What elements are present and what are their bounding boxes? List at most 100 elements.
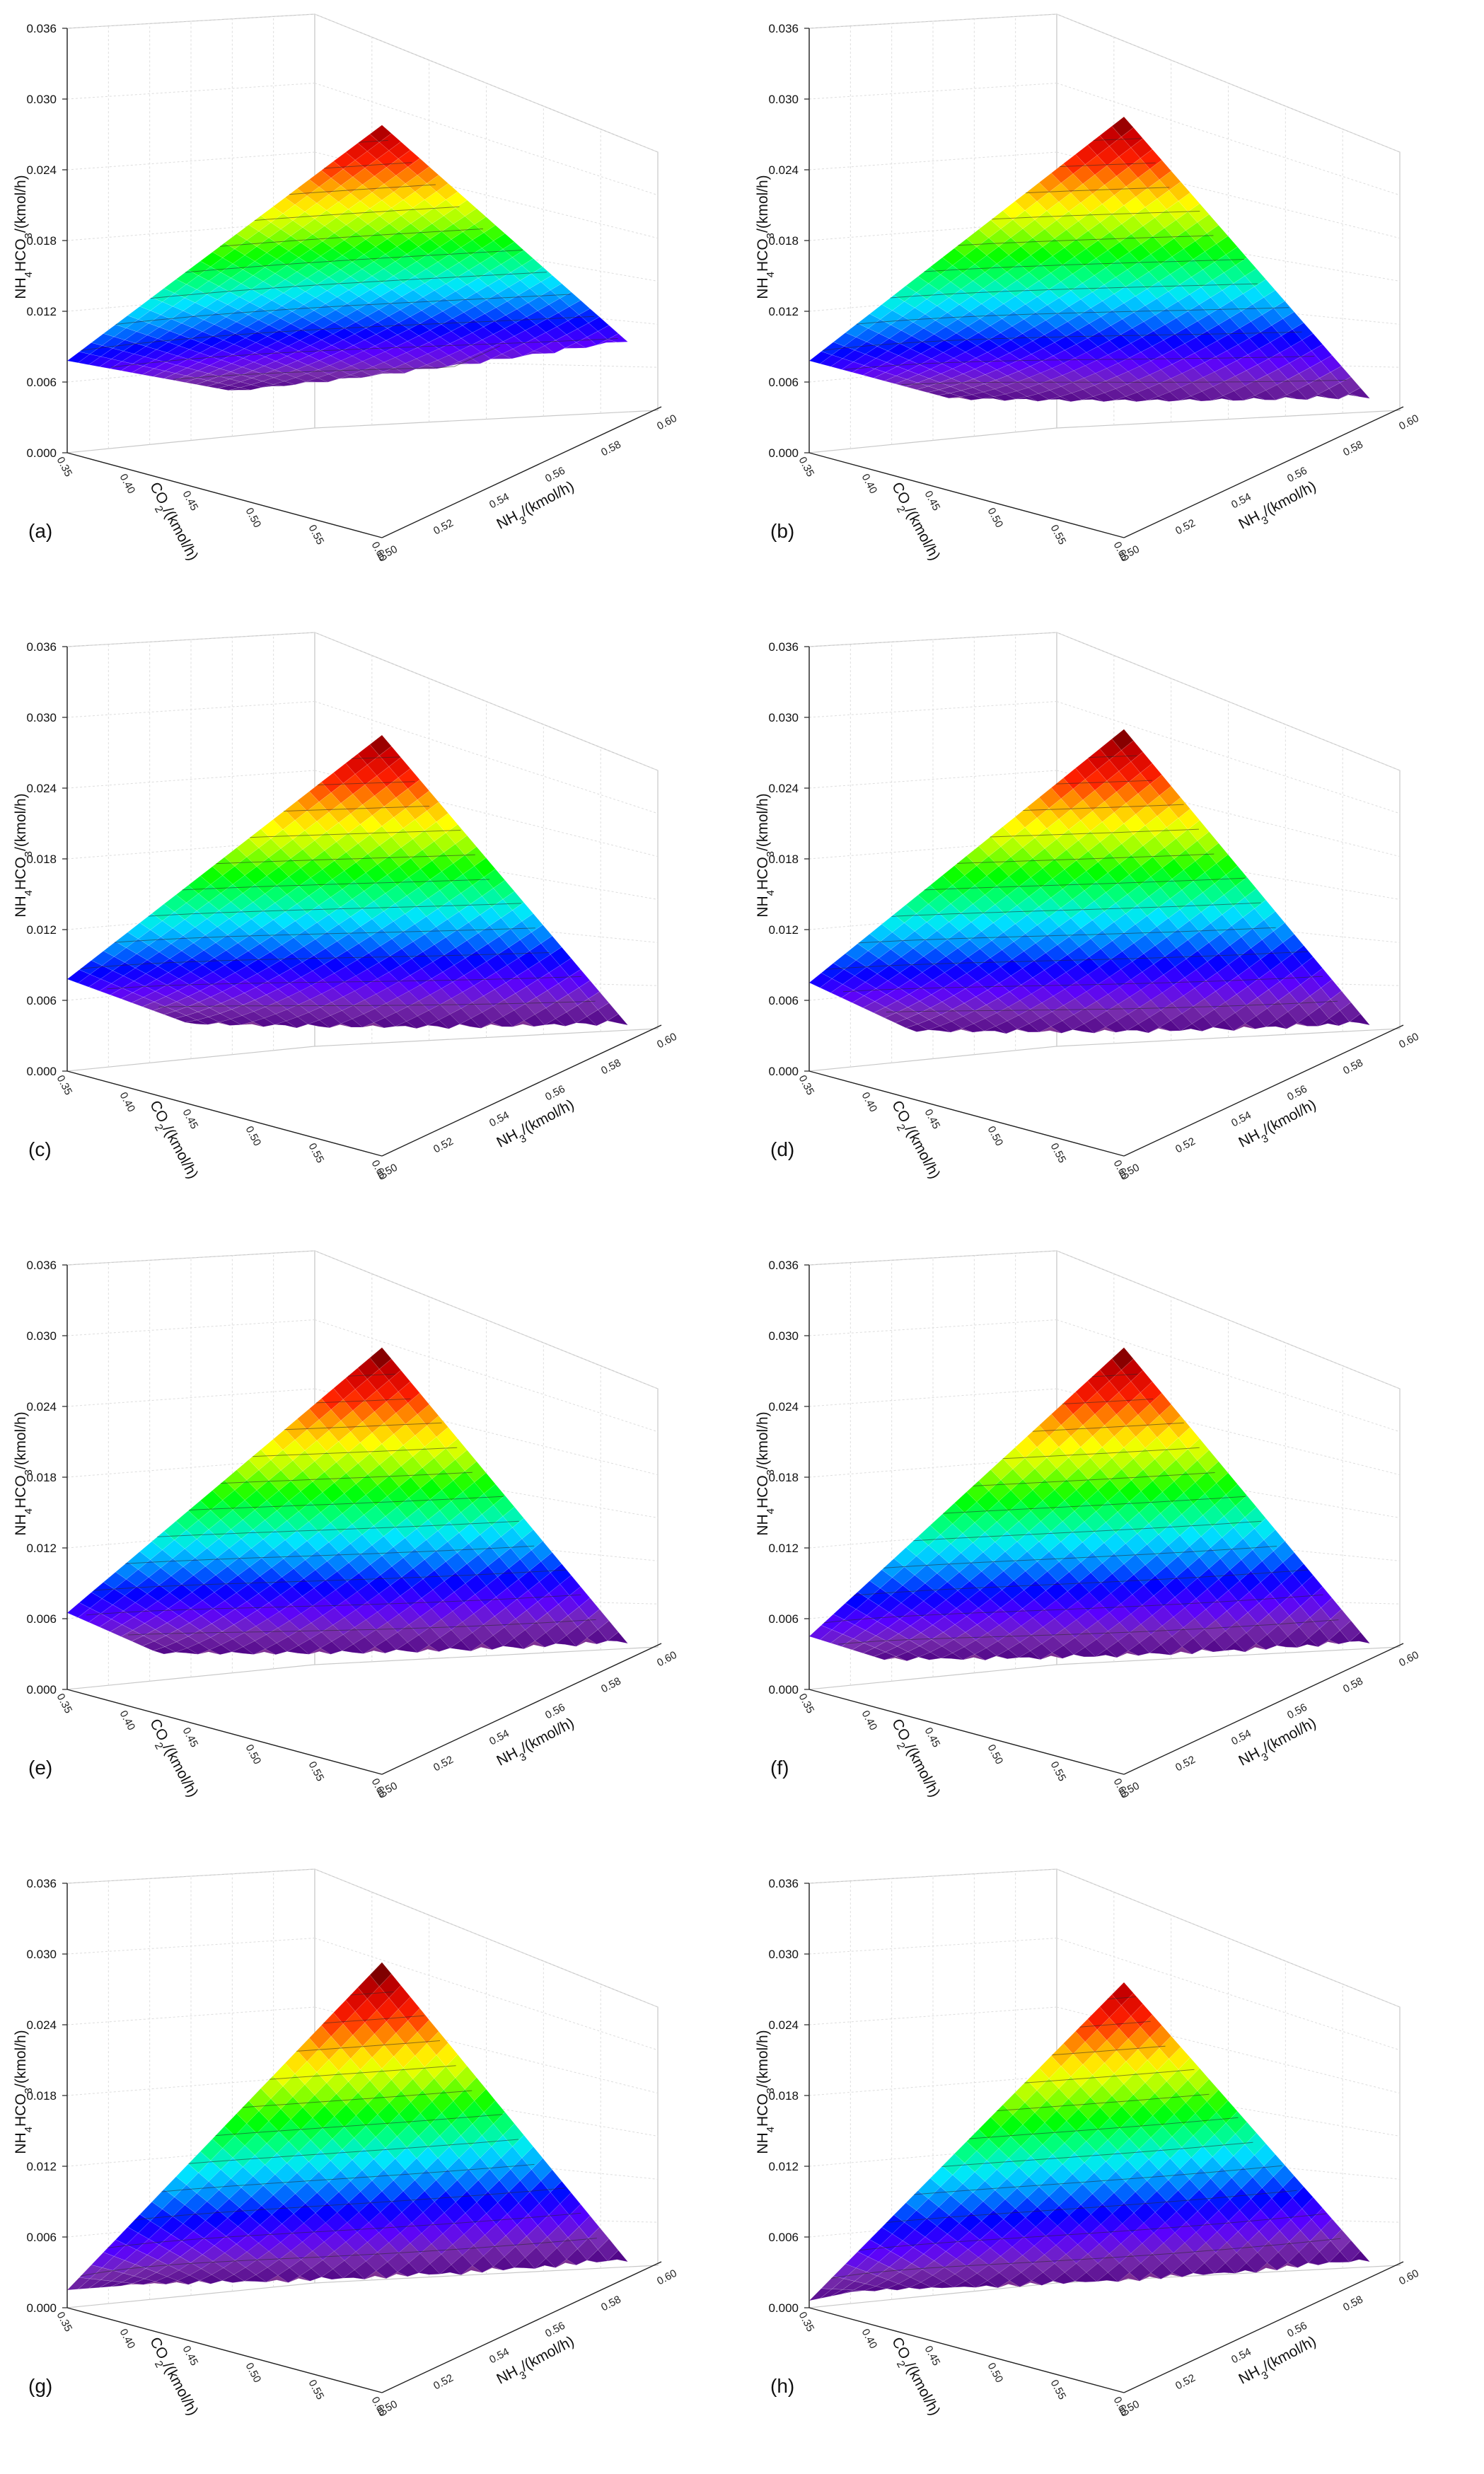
surface-panel: 0.000 0.006 0.012 0.018 0.024 0.030 0.036 0.35 0… [0, 1237, 742, 1855]
z-tick-label: 0.018 [768, 1471, 799, 1484]
contour-line [81, 2238, 597, 2277]
contour-line [854, 1569, 1309, 1596]
surface-cell [1349, 387, 1371, 399]
x-tick-label: 0.45 [922, 489, 943, 513]
surface-cell [569, 1586, 591, 1607]
surface-cell [369, 1962, 392, 1987]
x-tick-label: 0.35 [54, 455, 75, 479]
z-tick-label: 0.012 [26, 305, 57, 318]
surface-cell [1140, 149, 1162, 170]
x-tick-label: 0.45 [922, 1107, 943, 1131]
z-tick-label: 0.018 [26, 234, 57, 248]
surface-cell [1159, 1404, 1181, 1427]
x-tick-label: 0.35 [796, 1692, 817, 1716]
z-tick-label: 0.024 [26, 2018, 57, 2032]
contour-line [114, 927, 535, 943]
x-tick-label: 0.55 [306, 1759, 327, 1784]
contour-line [824, 1594, 1323, 1624]
y-axis-label: NH3/(kmol/h) [1236, 478, 1321, 537]
z-tick-label: 0.024 [26, 1400, 57, 1414]
z-tick-label: 0.036 [768, 640, 799, 654]
contour-line [81, 952, 550, 969]
x-tick-label: 0.50 [243, 506, 264, 530]
contour-line [148, 903, 521, 917]
surface-plot: 0.0000.0060.0120.0180.0240.0300.0360.350… [13, 1250, 679, 1800]
surface-cell [1188, 820, 1210, 841]
z-tick-label: 0.030 [768, 711, 799, 724]
contour-line [359, 139, 388, 143]
contour-line [108, 2212, 581, 2248]
y-tick-label: 0.54 [1229, 1728, 1253, 1748]
contour-line [886, 1000, 1338, 1012]
contour-line [93, 1569, 566, 1591]
surface-cell [398, 768, 420, 790]
surface-cell [521, 2146, 543, 2170]
contour-line [992, 211, 1200, 220]
surface-cell [1254, 899, 1276, 920]
surface-cell [427, 175, 449, 192]
surface-panel: 0.000 0.006 0.012 0.018 0.024 0.030 0.036 0.35 0… [0, 1855, 742, 2473]
x-tick-label: 0.45 [180, 1726, 201, 1750]
surface-cell [436, 2042, 458, 2067]
x-tick-label: 0.40 [859, 472, 880, 496]
surface-mesh [808, 729, 1371, 1034]
contour-line [958, 235, 1214, 246]
z-tick-label: 0.018 [26, 2089, 57, 2103]
surface-cell [378, 746, 402, 767]
contour-line [1032, 1422, 1184, 1432]
z-tick-label: 0.018 [768, 852, 799, 866]
surface-cell [588, 1609, 610, 1630]
y-tick-label: 0.58 [1341, 1675, 1365, 1696]
x-tick-label: 0.40 [117, 472, 138, 496]
z-tick-label: 0.036 [26, 22, 57, 35]
surface-cell [464, 2077, 487, 2101]
surface-cell [417, 2019, 439, 2044]
surface-plot: 0.0000.0060.0120.0180.0240.0300.0360.350… [13, 13, 679, 564]
z-tick-label: 0.030 [26, 711, 57, 724]
surface-cell [1292, 1563, 1314, 1585]
z-tick-label: 0.012 [26, 2160, 57, 2173]
y-tick-label: 0.52 [431, 1754, 456, 1774]
surface-mesh [66, 1962, 629, 2291]
z-axis-label: NH4HCO3/(kmol/h) [13, 1411, 35, 1535]
surface-cell [521, 258, 543, 274]
surface-plot: 0.0000.0060.0120.0180.0240.0300.0360.350… [13, 1868, 679, 2419]
surface-cell [512, 902, 534, 922]
z-tick-label: 0.000 [26, 2301, 57, 2315]
surface-cell [512, 250, 534, 266]
contour-line [150, 272, 547, 299]
y-tick-label: 0.54 [487, 491, 511, 511]
surface-cell [1349, 1013, 1371, 1026]
surface-cell [1140, 1381, 1162, 1404]
contour-line [221, 1472, 473, 1484]
y-tick-label: 0.54 [1229, 491, 1253, 511]
z-tick-label: 0.012 [768, 305, 799, 318]
z-tick-label: 0.012 [26, 923, 57, 937]
surface-cell [512, 1518, 534, 1539]
y-tick-label: 0.58 [599, 439, 623, 459]
contour-line [269, 2065, 456, 2080]
y-tick-label: 0.58 [599, 1057, 623, 1077]
z-axis-label: NH4HCO3/(kmol/h) [13, 793, 35, 917]
contour-line [81, 316, 595, 351]
contour-line [823, 331, 1302, 351]
surface-cell [436, 183, 458, 200]
contour-line [296, 2040, 441, 2052]
contour-line [111, 338, 618, 368]
y-tick-label: 0.58 [599, 1675, 623, 1696]
contour-line [924, 259, 1245, 272]
x-tick-label: 0.55 [1048, 1141, 1069, 1165]
surface-cell [1292, 945, 1314, 966]
contour-line [943, 1496, 1246, 1514]
z-tick-label: 0.006 [768, 994, 799, 1007]
contour-line [924, 877, 1246, 891]
x-tick-label: 0.50 [243, 1124, 264, 1148]
surface-cell [1111, 1347, 1134, 1370]
contour-line [125, 1545, 535, 1564]
x-tick-label: 0.55 [1048, 523, 1069, 547]
contour-line [158, 1000, 596, 1007]
x-tick-label: 0.50 [985, 1124, 1006, 1148]
panel-label: (c) [28, 1138, 52, 1160]
panel-label: (f) [770, 1757, 789, 1779]
y-tick-label: 0.60 [655, 412, 679, 433]
